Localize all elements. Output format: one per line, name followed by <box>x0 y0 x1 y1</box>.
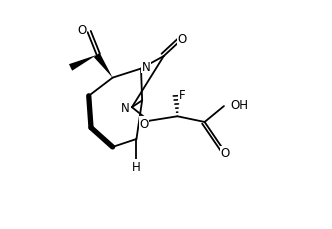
Text: F: F <box>179 88 185 101</box>
Text: O: O <box>177 33 187 46</box>
Text: O: O <box>77 24 87 37</box>
Polygon shape <box>94 54 113 78</box>
Text: N: N <box>142 60 150 74</box>
Text: OH: OH <box>231 98 249 111</box>
Text: N: N <box>121 102 130 115</box>
Text: H: H <box>132 160 141 173</box>
Text: O: O <box>139 117 149 130</box>
Polygon shape <box>69 56 97 71</box>
Text: O: O <box>220 147 230 159</box>
